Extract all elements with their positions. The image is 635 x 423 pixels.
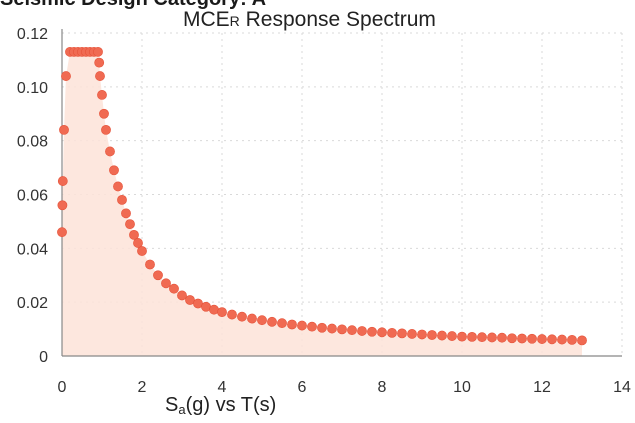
data-point: [95, 71, 105, 81]
y-tick-label: 0: [39, 349, 48, 366]
data-point: [97, 90, 107, 100]
data-point: [237, 311, 247, 322]
x-tick-label: 8: [378, 379, 387, 396]
data-point: [317, 322, 327, 333]
x-tick-label: 14: [613, 379, 631, 396]
data-point: [153, 270, 163, 281]
x-tick-label: 4: [218, 379, 227, 396]
chart-title-subscript: R: [229, 13, 240, 29]
y-tick-label: 0.02: [17, 295, 48, 312]
data-point: [337, 324, 347, 335]
data-point: [257, 315, 267, 326]
data-point: [109, 165, 119, 176]
data-point: [117, 194, 127, 205]
data-point: [427, 330, 437, 340]
x-tick-label: 6: [298, 379, 307, 396]
data-point: [517, 333, 527, 344]
area-under-curve: [62, 51, 582, 356]
data-point: [247, 313, 257, 324]
data-point: [557, 334, 567, 345]
data-point: [347, 325, 357, 336]
data-point: [267, 316, 277, 327]
data-point: [457, 331, 467, 342]
data-point: [407, 329, 417, 339]
x-tick-label: 2: [138, 379, 147, 396]
data-point: [507, 333, 517, 344]
data-point: [57, 227, 67, 238]
data-point: [277, 318, 287, 329]
data-point: [437, 330, 447, 341]
data-point: [307, 321, 317, 332]
y-tick-labels: 0 0.02 0.04 0.06 0.08 0.10 0.12: [17, 26, 48, 366]
y-tick-label: 0.08: [17, 134, 48, 151]
axes: [61, 29, 622, 357]
chart-title: MCER Response Spectrum: [183, 8, 436, 32]
data-points: [57, 46, 587, 346]
x-axis-label-rest: (g) vs T(s): [185, 394, 277, 416]
data-point: [367, 326, 377, 337]
data-point: [129, 229, 139, 240]
data-point: [93, 46, 103, 57]
data-point: [447, 331, 457, 341]
chart-title-rest: Response Spectrum: [239, 8, 436, 31]
data-point: [487, 332, 497, 343]
y-tick-label: 0.12: [17, 26, 48, 43]
data-point: [297, 320, 307, 331]
data-point: [137, 246, 147, 256]
data-point: [121, 208, 131, 219]
data-point: [161, 278, 171, 289]
chart-title-main: MCE: [183, 8, 230, 31]
data-point: [57, 176, 68, 186]
data-point: [467, 331, 477, 342]
data-point: [577, 335, 587, 346]
data-point: [227, 309, 237, 320]
data-point: [177, 290, 187, 301]
y-tick-label: 0.04: [17, 241, 48, 258]
data-point: [217, 307, 227, 318]
data-point: [99, 108, 109, 119]
data-point: [145, 259, 155, 270]
data-point: [57, 200, 68, 211]
data-point: [547, 334, 557, 345]
y-tick-label: 0.10: [17, 80, 48, 97]
x-tick-label: 10: [453, 379, 471, 396]
data-point: [527, 333, 537, 344]
data-point: [169, 283, 179, 294]
data-point: [387, 327, 397, 338]
data-point: [287, 319, 297, 330]
x-axis-label: Sa(g) vs T(s): [165, 394, 276, 417]
data-point: [417, 329, 427, 340]
x-tick-label: 12: [533, 379, 551, 396]
data-point: [357, 326, 367, 336]
data-point: [397, 328, 407, 339]
cut-off-heading: Seismic Design Category: A: [0, 0, 266, 11]
data-point: [477, 332, 487, 343]
data-point: [497, 332, 507, 343]
x-tick-labels: 0 2 4 6 8 10 12 14: [58, 379, 631, 396]
data-point: [61, 71, 71, 81]
x-axis-label-main: S: [165, 394, 179, 416]
data-point: [113, 181, 123, 192]
data-point: [59, 124, 69, 135]
x-tick-label: 0: [58, 379, 67, 396]
data-point: [105, 146, 115, 157]
data-point: [327, 323, 337, 334]
data-point: [567, 334, 577, 345]
data-point: [133, 238, 143, 248]
y-tick-label: 0.06: [17, 188, 48, 205]
data-point: [377, 327, 387, 338]
data-point: [537, 334, 547, 344]
x-axis-label-subscript: a: [178, 402, 186, 417]
data-point: [101, 124, 111, 135]
data-point: [125, 219, 135, 230]
data-point: [94, 57, 105, 68]
